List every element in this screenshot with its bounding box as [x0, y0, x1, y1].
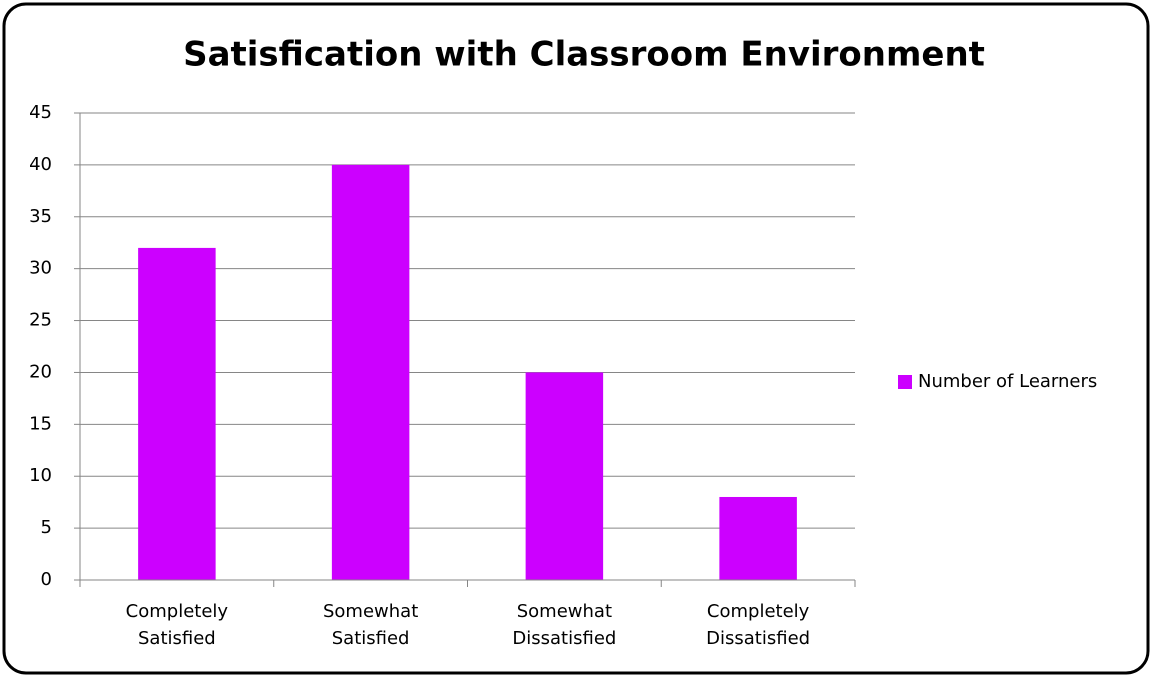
x-tick-label: Completely Dissatisfied [706, 601, 811, 649]
bar [138, 247, 216, 580]
y-tick-label: 15 [29, 413, 52, 434]
x-tick-label: Somewhat Dissatisfied [512, 601, 617, 649]
y-tick-label: 0 [41, 569, 52, 590]
y-tick-label: 45 [29, 102, 52, 123]
bar [719, 496, 797, 580]
y-tick-label: 30 [29, 258, 52, 279]
legend-swatch [898, 375, 912, 389]
bar [525, 372, 604, 580]
y-tick-label: 25 [29, 310, 52, 331]
y-tick-label: 20 [29, 361, 52, 382]
x-tick-label: Completely Satisfied [125, 601, 229, 649]
chart-title: Satisfication with Classroom Environment [183, 35, 985, 75]
legend-label: Number of Learners [918, 371, 1097, 392]
x-tick-label: Somewhat Satisfied [322, 601, 419, 649]
y-tick-label: 5 [41, 517, 52, 538]
bar [331, 164, 410, 580]
y-tick-label: 10 [29, 465, 52, 486]
y-tick-label: 40 [29, 154, 52, 175]
y-tick-label: 35 [29, 206, 52, 227]
